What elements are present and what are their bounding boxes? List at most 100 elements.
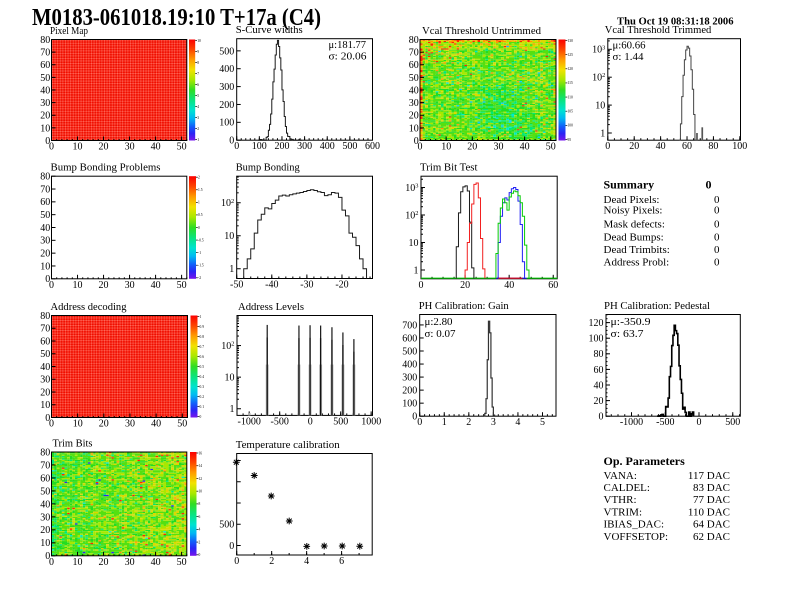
svg-text:40: 40 <box>40 362 50 373</box>
svg-text:μ:2.80: μ:2.80 <box>425 317 453 328</box>
svg-text:Vcal Threshold Trimmed: Vcal Threshold Trimmed <box>605 24 712 36</box>
svg-text:50: 50 <box>546 142 556 153</box>
svg-text:40: 40 <box>594 380 604 391</box>
svg-text:-20: -20 <box>335 280 348 291</box>
svg-text:Trim Bits: Trim Bits <box>53 438 93 450</box>
svg-text:70: 70 <box>40 48 50 59</box>
svg-text:2: 2 <box>466 417 471 428</box>
svg-text:83 DAC: 83 DAC <box>693 482 730 494</box>
svg-text:0: 0 <box>45 274 50 285</box>
svg-text:0: 0 <box>49 557 54 568</box>
svg-text:20: 20 <box>40 249 50 260</box>
svg-text:500: 500 <box>725 417 740 428</box>
svg-text:20: 20 <box>40 387 50 398</box>
svg-text:μ:60.66: μ:60.66 <box>613 41 646 52</box>
svg-text:0: 0 <box>599 412 604 423</box>
svg-text:64 DAC: 64 DAC <box>693 519 730 531</box>
svg-text:4: 4 <box>304 556 309 567</box>
svg-text:0.8: 0.8 <box>200 335 205 339</box>
svg-text:16: 16 <box>199 451 203 455</box>
svg-text:14: 14 <box>199 464 203 468</box>
svg-text:60: 60 <box>548 280 558 291</box>
svg-text:60: 60 <box>409 60 419 71</box>
svg-text:115: 115 <box>568 81 573 85</box>
svg-text:50: 50 <box>177 142 187 153</box>
svg-text:30: 30 <box>40 512 50 523</box>
svg-text:0: 0 <box>419 280 424 291</box>
svg-text:Op. Parameters: Op. Parameters <box>604 454 686 468</box>
svg-text:-40: -40 <box>265 280 278 291</box>
svg-text:10: 10 <box>73 280 83 291</box>
svg-text:6: 6 <box>339 556 344 567</box>
svg-text:102: 102 <box>592 72 605 83</box>
svg-text:10: 10 <box>199 490 203 494</box>
svg-text:M0183-061018.19:10 T+17a (C4): M0183-061018.19:10 T+17a (C4) <box>32 4 321 31</box>
svg-text:0: 0 <box>697 417 702 428</box>
svg-text:VOFFSETOP:: VOFFSETOP: <box>604 531 669 543</box>
svg-text:100: 100 <box>589 334 604 345</box>
svg-text:2: 2 <box>269 556 274 567</box>
svg-text:30: 30 <box>409 98 419 109</box>
svg-text:0: 0 <box>417 417 422 428</box>
svg-text:Bump Bonding Problems: Bump Bonding Problems <box>51 162 161 174</box>
svg-text:6: 6 <box>199 515 201 519</box>
svg-text:20: 20 <box>99 419 109 430</box>
svg-text:80: 80 <box>40 447 50 458</box>
svg-text:0: 0 <box>714 194 720 206</box>
svg-text:103: 103 <box>592 44 605 55</box>
svg-text:Summary: Summary <box>604 178 655 192</box>
svg-text:40: 40 <box>40 499 50 510</box>
svg-text:77 DAC: 77 DAC <box>693 494 730 506</box>
svg-text:Temperature calibration: Temperature calibration <box>236 439 340 451</box>
svg-text:60: 60 <box>40 336 50 347</box>
svg-text:0.5: 0.5 <box>198 213 203 217</box>
svg-text:0.1: 0.1 <box>200 405 205 409</box>
svg-text:100: 100 <box>568 124 574 128</box>
svg-text:4: 4 <box>199 528 201 532</box>
svg-text:400: 400 <box>402 359 417 370</box>
svg-text:0.9: 0.9 <box>200 325 205 329</box>
svg-text:VTHR:: VTHR: <box>604 494 637 506</box>
svg-text:1: 1 <box>200 315 202 319</box>
svg-text:30: 30 <box>125 142 135 153</box>
svg-text:70: 70 <box>40 184 50 195</box>
svg-text:7: 7 <box>197 72 199 76</box>
svg-text:0: 0 <box>414 136 419 147</box>
svg-text:1: 1 <box>198 201 200 205</box>
svg-text:5: 5 <box>540 417 545 428</box>
svg-text:20: 20 <box>629 141 639 152</box>
svg-text:VANA:: VANA: <box>604 470 637 482</box>
svg-text:-1.5: -1.5 <box>198 264 204 268</box>
svg-text:80: 80 <box>40 311 50 322</box>
svg-text:30: 30 <box>40 236 50 247</box>
svg-text:100: 100 <box>252 141 267 152</box>
svg-text:80: 80 <box>594 349 604 360</box>
svg-text:500: 500 <box>333 416 348 427</box>
svg-text:70: 70 <box>40 460 50 471</box>
svg-text:2: 2 <box>199 540 201 544</box>
svg-text:10: 10 <box>73 142 83 153</box>
svg-text:20: 20 <box>467 142 477 153</box>
svg-text:-500: -500 <box>271 416 289 427</box>
svg-text:20: 20 <box>594 396 604 407</box>
svg-text:0: 0 <box>199 553 201 557</box>
svg-text:40: 40 <box>656 141 666 152</box>
svg-text:-500: -500 <box>656 417 674 428</box>
svg-text:PH Calibration: Pedestal: PH Calibration: Pedestal <box>604 300 710 312</box>
svg-text:130: 130 <box>568 39 574 43</box>
svg-text:80: 80 <box>409 35 419 46</box>
svg-text:30: 30 <box>494 142 504 153</box>
svg-text:Address Probl:: Address Probl: <box>604 256 670 268</box>
svg-text:Address decoding: Address decoding <box>51 301 127 313</box>
svg-text:50: 50 <box>177 280 187 291</box>
svg-text:0: 0 <box>49 419 54 430</box>
svg-text:0: 0 <box>45 551 50 562</box>
svg-text:1: 1 <box>197 138 199 142</box>
svg-text:40: 40 <box>151 280 161 291</box>
svg-text:20: 20 <box>409 111 419 122</box>
svg-text:95: 95 <box>568 138 572 142</box>
svg-text:0: 0 <box>198 226 200 230</box>
svg-text:20: 20 <box>460 280 470 291</box>
svg-text:0: 0 <box>714 219 720 231</box>
svg-text:1: 1 <box>230 404 235 415</box>
